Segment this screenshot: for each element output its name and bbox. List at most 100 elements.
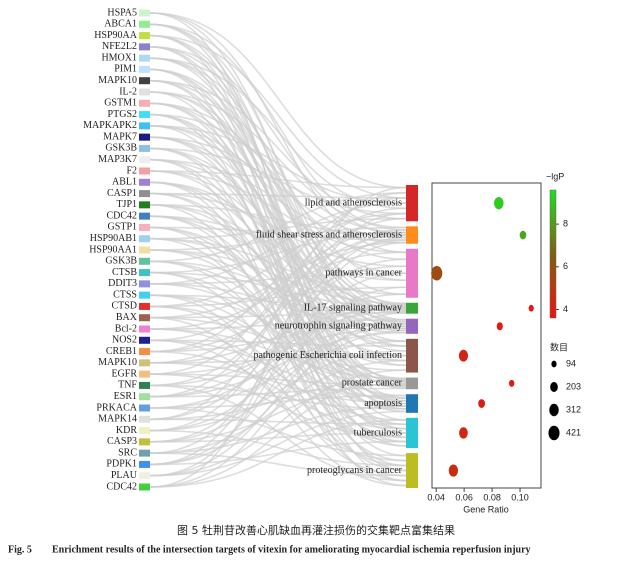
link	[149, 452, 407, 477]
link	[149, 329, 407, 466]
link	[149, 113, 407, 352]
gene-label: CTSD	[111, 301, 137, 312]
gene-label: KDR	[116, 425, 137, 436]
gene-label: CTSB	[112, 267, 137, 278]
gene-bar	[139, 43, 150, 51]
gene-bar	[139, 133, 150, 141]
link	[149, 207, 407, 375]
pathway-bar	[406, 417, 418, 449]
gene-bar	[139, 99, 150, 107]
caption-en-label: Fig. 5	[8, 544, 32, 555]
link	[149, 359, 407, 454]
gene-label: MAPK14	[98, 414, 137, 425]
x-tick-label: 0.10	[511, 492, 529, 502]
link	[149, 294, 407, 362]
bubble	[448, 464, 459, 477]
link	[149, 79, 407, 220]
gene-label: MAPKAPK2	[83, 120, 137, 131]
link	[149, 212, 407, 308]
size-legend-dot	[548, 425, 560, 441]
link	[149, 204, 407, 310]
gene-label: PRKACA	[96, 402, 137, 413]
link	[149, 286, 407, 308]
gene-bar	[139, 235, 150, 243]
caption-cn: 图 5 牡荆苷改善心肌缺血再灌注损伤的交集靶点富集结果	[177, 523, 455, 537]
gene-bar	[139, 348, 150, 356]
gene-bar	[139, 336, 150, 344]
link	[149, 46, 407, 310]
link	[149, 249, 407, 305]
link	[149, 136, 407, 239]
pathway-bar	[406, 453, 418, 488]
gene-label: SRC	[118, 447, 137, 458]
x-tick-label: 0.04	[427, 492, 445, 502]
pathway-label: lipid and atherosclerosis	[305, 197, 402, 208]
link	[149, 294, 407, 311]
gene-label: HSPA5	[107, 7, 137, 18]
link	[149, 369, 407, 477]
size-legend-label: 421	[566, 427, 581, 437]
gene-label: TJP1	[116, 199, 137, 210]
gene-label: MAPK10	[98, 75, 137, 86]
link	[149, 325, 407, 443]
gene-bar	[139, 472, 150, 480]
gene-bar	[139, 144, 150, 152]
gene-label: CDC42	[106, 210, 137, 221]
link	[149, 191, 407, 421]
gene-label: PTGS2	[108, 109, 137, 120]
gene-bar	[139, 54, 150, 62]
gene-bar	[139, 223, 150, 231]
link	[149, 91, 407, 229]
pathway-bar	[406, 185, 418, 222]
gene-label: NFE2L2	[102, 41, 137, 52]
gene-bar	[139, 246, 150, 254]
bubble	[459, 427, 468, 439]
link	[149, 294, 407, 477]
gene-label: MAPK7	[103, 131, 137, 142]
link	[149, 229, 407, 342]
link	[149, 226, 407, 410]
link	[149, 202, 407, 285]
gene-label: HSP90AA	[94, 30, 138, 41]
gene-bar	[139, 190, 150, 198]
gene-label: IL-2	[119, 86, 137, 97]
link	[149, 373, 407, 386]
pathway-bar	[406, 248, 418, 298]
gene-label: ESR1	[114, 391, 137, 402]
link	[149, 34, 407, 383]
gene-bar	[139, 111, 150, 119]
link	[149, 432, 407, 443]
link	[149, 215, 407, 330]
link	[149, 241, 407, 477]
gene-bar	[139, 483, 150, 491]
gene-bar	[139, 415, 150, 423]
gene-bar	[139, 438, 150, 446]
link	[149, 57, 407, 210]
gene-bar	[139, 269, 150, 277]
gene-bar	[139, 178, 150, 186]
gene-bar	[139, 32, 150, 40]
gene-label: GSK3B	[105, 256, 137, 267]
link	[149, 125, 407, 328]
link	[149, 226, 407, 251]
gene-bar	[139, 65, 150, 73]
gene-bar	[139, 156, 150, 164]
link	[149, 125, 407, 275]
gene-bar	[139, 77, 150, 85]
gene-bar	[139, 381, 150, 389]
x-tick-label: 0.08	[483, 492, 501, 502]
gene-label: MAPK10	[98, 357, 137, 368]
x-axis-label: Gene Ratio	[463, 504, 509, 514]
link	[149, 147, 407, 215]
pathway-label: apoptosis	[364, 398, 402, 409]
gene-label: EGFR	[111, 368, 137, 379]
link	[149, 350, 407, 432]
link	[149, 373, 407, 439]
bubble	[496, 322, 503, 331]
gene-label: DDIT3	[108, 278, 137, 289]
link	[149, 217, 407, 398]
gene-bar	[139, 280, 150, 288]
pathway-label: IL-17 signaling pathway	[304, 303, 402, 314]
gene-bar	[139, 325, 150, 333]
